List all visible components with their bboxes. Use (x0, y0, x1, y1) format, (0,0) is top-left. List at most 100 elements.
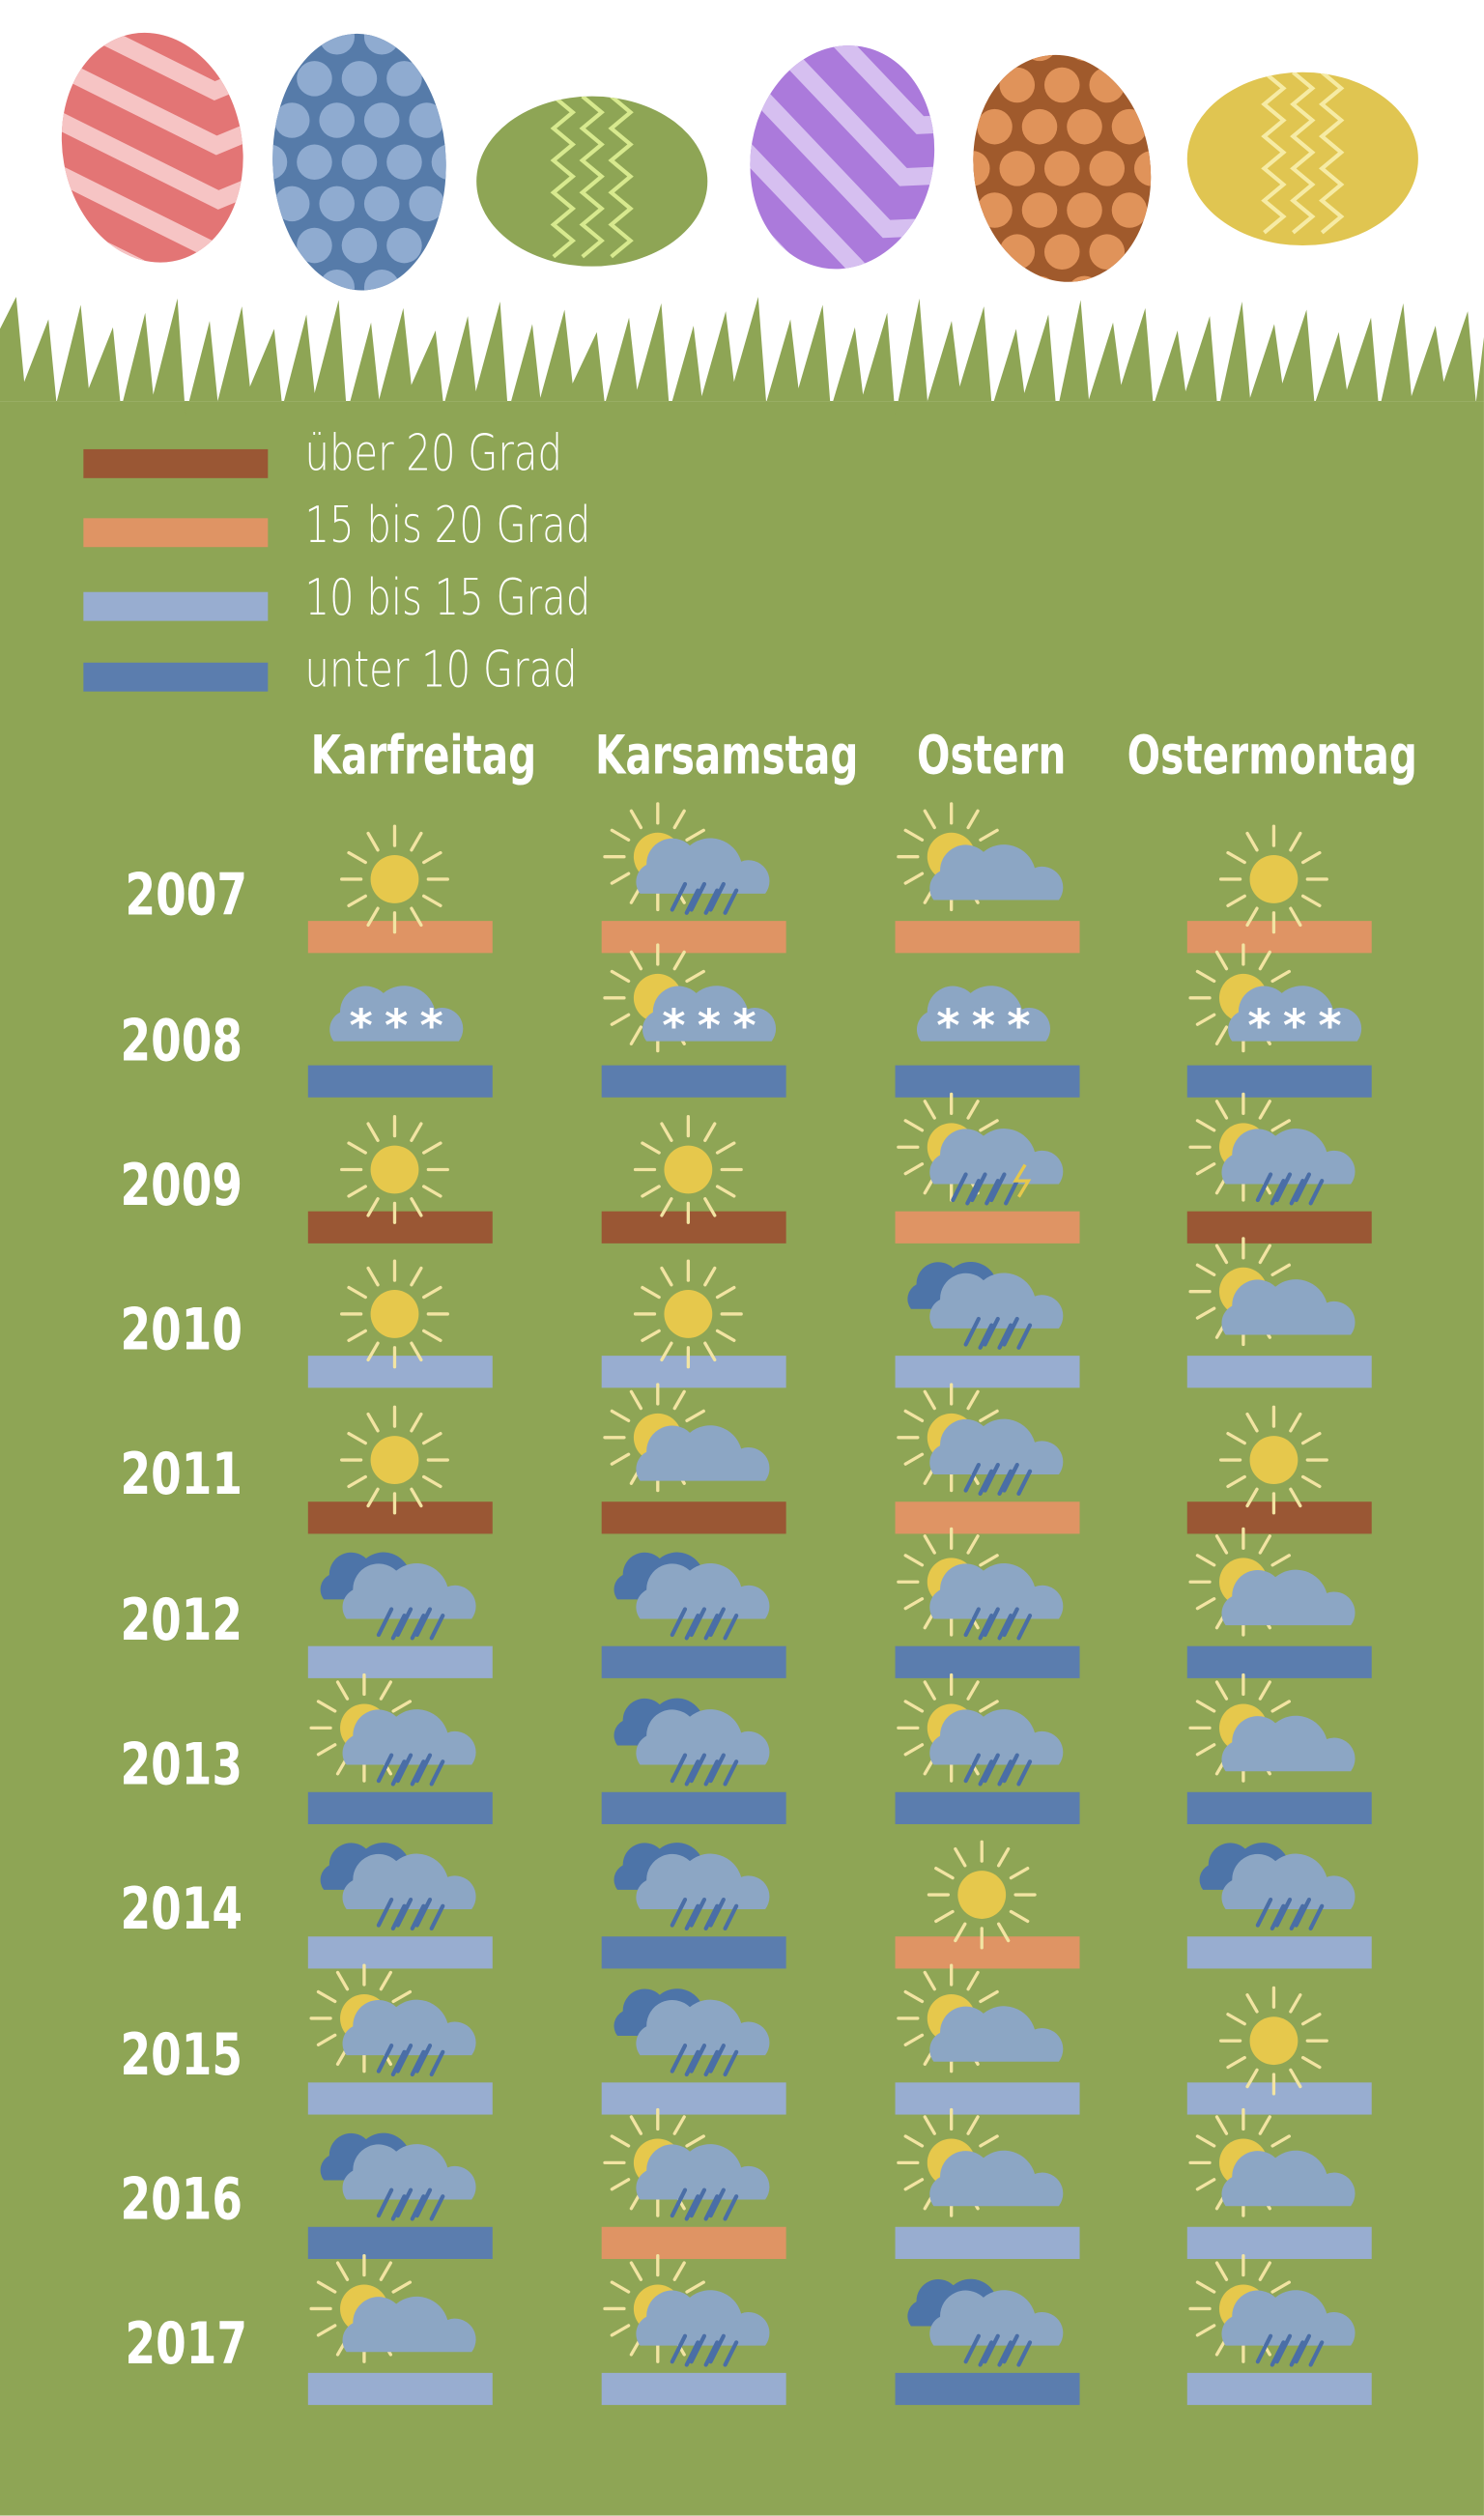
weather-cell: * * * (307, 986, 493, 1098)
header-karfreitag: Karfreitag (310, 723, 537, 786)
temperature-bar (307, 1501, 493, 1534)
legend-label-10-15: 10 bis 15 Grad (304, 569, 591, 628)
sun-cloud-rain-icon (1188, 1092, 1356, 1206)
svg-text:*: * (972, 1000, 995, 1052)
temperature-bar (601, 1791, 786, 1824)
sun-cloud-rain-icon (897, 1527, 1064, 1641)
easter-eggs-row (43, 17, 1418, 294)
temperature-bar (307, 1211, 493, 1244)
weather-cell (895, 1527, 1080, 1678)
cloud-rain-icon (614, 1698, 770, 1787)
weather-cell (1186, 1843, 1372, 1969)
temperature-bar (601, 921, 786, 954)
sun-cloud-rain-icon (897, 1673, 1064, 1787)
legend-swatch (83, 662, 269, 692)
weather-cell (895, 1673, 1080, 1824)
sun-icon (1218, 1405, 1328, 1515)
temperature-bar (895, 2082, 1080, 2115)
sun-cloud-icon (897, 802, 1064, 912)
cloud-snow-icon: * * * (329, 986, 464, 1052)
temperature-bar (895, 2372, 1080, 2406)
svg-text:*: * (349, 1000, 372, 1052)
svg-text:*: * (1247, 1000, 1270, 1052)
temperature-bar (601, 2226, 786, 2259)
weather-cell (601, 2254, 786, 2406)
sun-cloud-rain-icon (309, 1963, 476, 2077)
cloud-rain-icon (907, 2278, 1064, 2367)
egg (958, 43, 1166, 294)
sun-cloud-snow-icon: * * * (603, 943, 777, 1053)
weather-cell (307, 1673, 493, 1824)
weather-cell: * * * (601, 943, 786, 1098)
header-ostern: Ostern (917, 723, 1067, 786)
temperature-bar (601, 1936, 786, 1969)
temperature-bar (1186, 1501, 1372, 1534)
sun-cloud-icon (897, 1963, 1064, 2073)
year-label: 2012 (120, 1587, 243, 1654)
weather-cell (307, 1115, 493, 1244)
svg-text:*: * (936, 1000, 959, 1052)
weather-cell (1186, 1527, 1372, 1678)
temperature-bar (1186, 1791, 1372, 1824)
temperature-bar (1186, 2082, 1372, 2115)
temperature-bar (1186, 2372, 1372, 2406)
sun-icon (927, 1840, 1037, 1950)
temperature-bar (895, 1501, 1080, 1534)
weather-cell (895, 1261, 1080, 1388)
temperature-bar (1186, 2226, 1372, 2259)
cloud-rain-icon (614, 1843, 770, 1930)
temperature-bar (895, 2226, 1080, 2259)
sun-cloud-icon (1188, 1237, 1356, 1347)
sun-icon (340, 1405, 449, 1515)
sun-icon (1218, 1986, 1328, 2096)
weather-cell (601, 1552, 786, 1678)
zigzag-icon (1261, 71, 1345, 235)
temperature-bar (601, 1501, 786, 1534)
svg-text:*: * (732, 1000, 756, 1052)
cloud-rain-icon (320, 2132, 476, 2221)
cloud-rain-icon (907, 1261, 1064, 1350)
legend-swatch (83, 591, 269, 621)
sun-cloud-rain-icon (897, 1383, 1064, 1497)
temperature-bar (307, 2372, 493, 2406)
temperature-bar (601, 1211, 786, 1244)
weather-cell (307, 1259, 493, 1388)
cloud-rain-icon (320, 1552, 476, 1641)
weather-cell (601, 2107, 786, 2259)
svg-text:*: * (385, 1000, 408, 1052)
svg-text:*: * (1318, 1000, 1341, 1052)
weather-grid: * * * * * * * * * * * * (307, 802, 1372, 2406)
year-label: 2014 (120, 1876, 243, 1943)
weather-cell (895, 2107, 1080, 2259)
weather-cell (1186, 2254, 1372, 2406)
year-label: 2017 (125, 2311, 247, 2378)
sun-cloud-icon (1188, 2107, 1356, 2217)
weather-cell (895, 2278, 1080, 2406)
temperature-bar (1186, 1936, 1372, 1969)
legend-swatch (83, 518, 269, 548)
weather-cell (307, 1843, 493, 1969)
temperature-bar (1186, 1356, 1372, 1388)
temperature-bar (895, 1356, 1080, 1388)
weather-cell (601, 1115, 786, 1244)
temperature-bar (601, 2372, 786, 2406)
year-label: 2011 (120, 1442, 243, 1508)
egg (43, 17, 262, 277)
sun-icon (633, 1115, 743, 1224)
temperature-bar (1186, 1211, 1372, 1244)
weather-cell (307, 1405, 493, 1534)
svg-text:*: * (662, 1000, 685, 1052)
temperature-bar (895, 1791, 1080, 1824)
temperature-bar (895, 1936, 1080, 1969)
weather-cell (307, 1963, 493, 2115)
year-label: 2009 (120, 1153, 243, 1219)
temperature-bar (307, 1936, 493, 1969)
grass-blades (0, 297, 1484, 416)
temperature-bar (601, 2082, 786, 2115)
weather-cell (601, 1988, 786, 2115)
sun-cloud-rain-icon (603, 2107, 770, 2221)
egg (476, 96, 708, 267)
weather-cell (895, 1963, 1080, 2115)
